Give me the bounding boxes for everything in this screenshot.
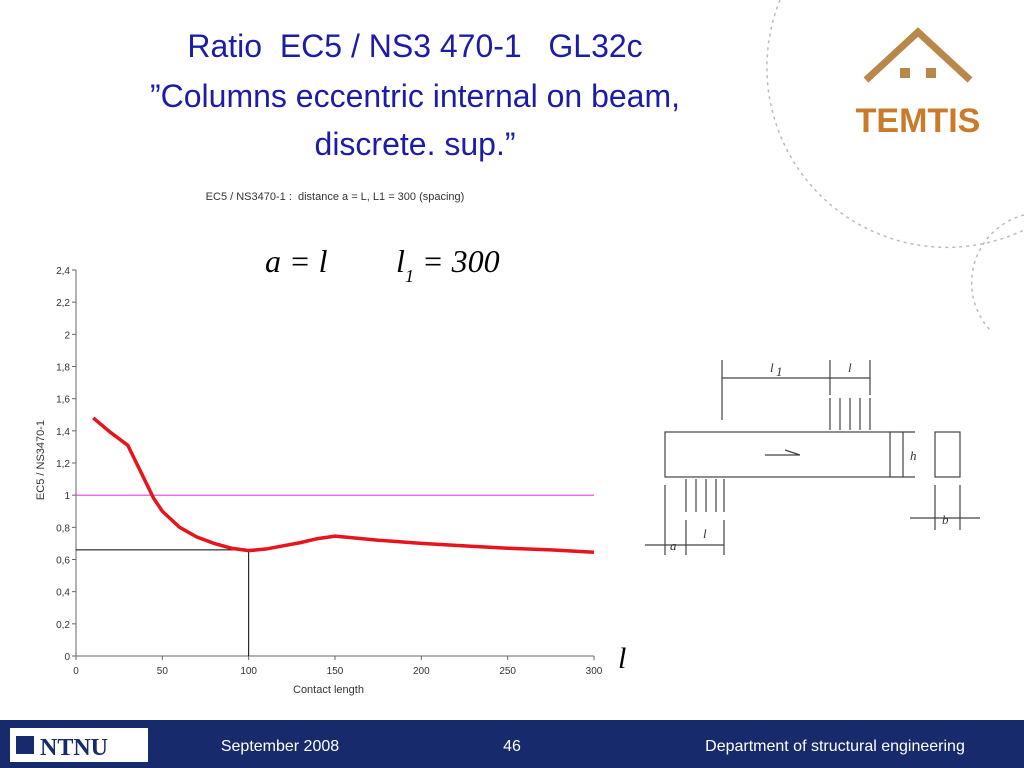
y-tick-label: 1,4 <box>56 427 70 438</box>
diagram-label: h <box>910 448 917 463</box>
beam-arrow <box>765 449 801 456</box>
logo: TEMTIS <box>856 27 981 140</box>
footer-bar <box>0 720 1024 768</box>
title-line: discrete. sup.” <box>315 126 516 162</box>
x-tick-label: 150 <box>327 666 344 677</box>
dimension <box>645 485 725 555</box>
x-tick-label: 50 <box>157 666 169 677</box>
formula: 1 <box>405 266 414 286</box>
diagram-label: 1 <box>776 364 783 379</box>
support-arrows <box>685 479 725 512</box>
formula: a = l <box>265 243 328 279</box>
footer-date: September 2008 <box>221 738 339 755</box>
beam <box>664 431 891 478</box>
chart-title: EC5 / NS3470-1 : distance a = L, L1 = 30… <box>206 191 465 203</box>
y-tick-label: 2,4 <box>56 266 70 277</box>
x-tick-label: 100 <box>240 666 257 677</box>
dimension <box>890 431 915 478</box>
y-axis-label: EC5 / NS3470-1 <box>35 420 47 500</box>
decoration <box>766 0 1024 331</box>
dimension <box>721 360 871 420</box>
formula: l <box>396 243 405 279</box>
y-tick-label: 0,6 <box>56 556 70 567</box>
formula: = 300 <box>422 243 500 279</box>
load-arrows <box>829 398 871 430</box>
x-axis-label: Contact length <box>293 684 364 696</box>
diagram-label: b <box>942 512 949 527</box>
beam-diagram <box>645 360 980 555</box>
footer-page: 46 <box>503 738 521 755</box>
logo-window <box>926 68 936 78</box>
data-line <box>92 416 595 555</box>
diagram-label: a <box>670 538 677 553</box>
axis-symbol: l <box>618 642 626 675</box>
y-tick-label: 0 <box>64 652 70 663</box>
y-tick-label: 0,8 <box>56 523 70 534</box>
x-tick-label: 0 <box>73 666 79 677</box>
x-tick-label: 250 <box>499 666 516 677</box>
section <box>934 431 961 478</box>
title-line: ”Columns eccentric internal on beam, <box>150 78 680 114</box>
logo-roof <box>863 27 973 83</box>
ntnu-logo-text: NTNU <box>40 735 108 761</box>
title-line: Ratio EC5 / NS3 470-1 GL32c <box>187 28 642 64</box>
y-tick-label: 0,2 <box>56 620 70 631</box>
diagram-label: l <box>703 526 707 541</box>
y-tick-label: 0,4 <box>56 588 70 599</box>
diagram-label: l <box>770 360 774 375</box>
x-tick-label: 200 <box>413 666 430 677</box>
y-tick-label: 2 <box>64 330 70 341</box>
y-tick-label: 1,2 <box>56 459 70 470</box>
ntnu-logo-mark <box>16 736 34 754</box>
logo-text: TEMTIS <box>856 102 981 140</box>
y-tick-label: 1,8 <box>56 363 70 374</box>
footer-department: Department of structural engineering <box>705 738 965 755</box>
y-tick-label: 1,6 <box>56 395 70 406</box>
logo-window <box>900 68 910 78</box>
dimension <box>910 485 980 530</box>
diagram-label: l <box>848 360 852 375</box>
x-tick-label: 300 <box>586 666 603 677</box>
y-tick-label: 1 <box>64 491 70 502</box>
y-tick-label: 2,2 <box>56 298 70 309</box>
